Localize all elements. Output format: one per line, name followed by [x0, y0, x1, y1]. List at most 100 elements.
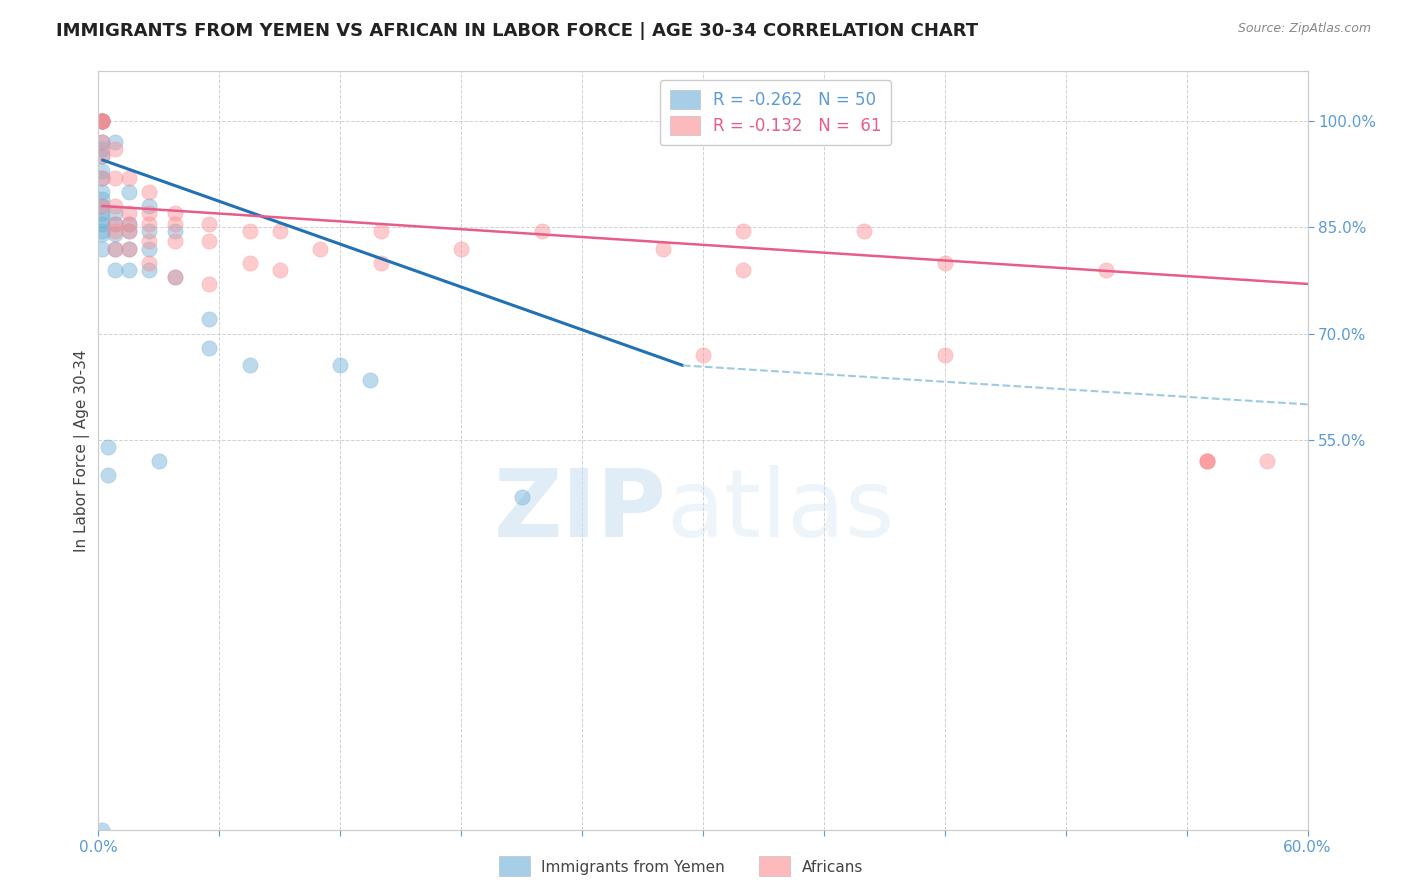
Point [118, 242, 141, 256]
Point [103, 217, 125, 231]
Text: atlas: atlas [666, 465, 896, 558]
Point [91, 114, 114, 128]
Point [309, 242, 332, 256]
Text: Africans: Africans [801, 860, 863, 874]
Point [934, 348, 956, 362]
Point [163, 269, 186, 284]
Point [853, 224, 876, 238]
Point [138, 235, 160, 249]
Point [118, 206, 141, 220]
Point [91, 217, 114, 231]
Point [198, 217, 221, 231]
Point [329, 359, 352, 373]
Point [91, 199, 114, 213]
Point [118, 217, 141, 231]
Point [97, 440, 120, 454]
Point [239, 224, 262, 238]
Point [118, 224, 141, 238]
Point [198, 341, 221, 355]
Point [118, 217, 141, 231]
Point [934, 255, 956, 269]
Text: Source: ZipAtlas.com: Source: ZipAtlas.com [1237, 22, 1371, 36]
Point [91, 149, 114, 163]
Point [103, 199, 125, 213]
Point [91, 242, 114, 256]
Point [239, 359, 262, 373]
Point [91, 114, 114, 128]
Point [103, 135, 125, 149]
Point [118, 224, 141, 238]
Point [91, 163, 114, 178]
Point [138, 206, 160, 220]
Point [370, 224, 392, 238]
Point [1195, 454, 1218, 468]
Point [138, 255, 160, 269]
Point [651, 242, 673, 256]
Legend: R = -0.262   N = 50, R = -0.132   N =  61: R = -0.262 N = 50, R = -0.132 N = 61 [659, 79, 891, 145]
Point [91, 185, 114, 199]
Point [103, 242, 125, 256]
Point [148, 454, 170, 468]
Point [91, 114, 114, 128]
Point [91, 114, 114, 128]
Point [269, 224, 291, 238]
Point [163, 206, 186, 220]
Y-axis label: In Labor Force | Age 30-34: In Labor Force | Age 30-34 [75, 349, 90, 552]
Point [103, 262, 125, 277]
Point [91, 135, 114, 149]
Point [269, 262, 291, 277]
Point [103, 217, 125, 231]
Point [91, 170, 114, 185]
Point [510, 490, 533, 504]
Point [91, 114, 114, 128]
Point [91, 170, 114, 185]
Point [370, 255, 392, 269]
Point [91, 114, 114, 128]
Point [692, 348, 714, 362]
Point [91, 213, 114, 227]
Point [138, 242, 160, 256]
Point [91, 199, 114, 213]
Point [91, 114, 114, 128]
Point [103, 242, 125, 256]
Point [91, 135, 114, 149]
Point [91, 192, 114, 206]
Point [91, 224, 114, 238]
Point [163, 235, 186, 249]
Point [103, 170, 125, 185]
Point [91, 114, 114, 128]
Point [733, 262, 755, 277]
Point [163, 269, 186, 284]
Point [118, 262, 141, 277]
Point [103, 227, 125, 242]
Point [1195, 454, 1218, 468]
Point [118, 170, 141, 185]
Text: IMMIGRANTS FROM YEMEN VS AFRICAN IN LABOR FORCE | AGE 30-34 CORRELATION CHART: IMMIGRANTS FROM YEMEN VS AFRICAN IN LABO… [56, 22, 979, 40]
Point [198, 277, 221, 291]
Point [138, 224, 160, 238]
Point [118, 242, 141, 256]
Point [239, 255, 262, 269]
Point [91, 227, 114, 242]
Point [91, 206, 114, 220]
Text: ZIP: ZIP [494, 465, 666, 558]
Point [360, 373, 382, 387]
Point [97, 468, 120, 483]
Point [91, 114, 114, 128]
Point [163, 217, 186, 231]
Text: Immigrants from Yemen: Immigrants from Yemen [541, 860, 725, 874]
Point [198, 235, 221, 249]
Point [138, 199, 160, 213]
Point [91, 142, 114, 156]
Point [118, 185, 141, 199]
Point [91, 149, 114, 163]
Point [733, 224, 755, 238]
Point [103, 224, 125, 238]
Point [530, 224, 553, 238]
Point [1195, 454, 1218, 468]
Point [138, 185, 160, 199]
Point [103, 142, 125, 156]
Point [1256, 454, 1278, 468]
Point [450, 242, 472, 256]
Point [198, 312, 221, 326]
